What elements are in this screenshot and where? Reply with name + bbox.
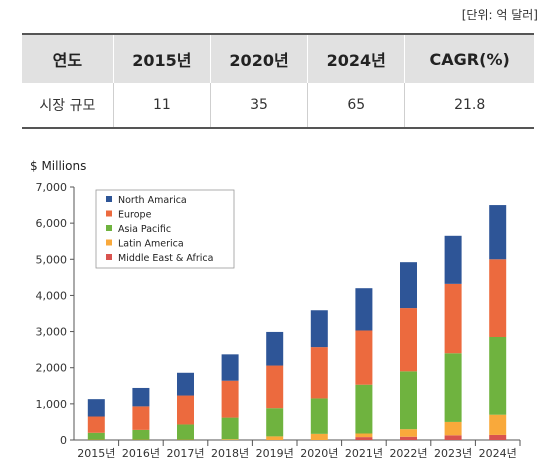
legend-swatch <box>106 196 112 202</box>
bar-segment-asia-pacific <box>132 429 150 440</box>
bar-segment-europe <box>400 308 417 372</box>
legend-label: Latin America <box>118 239 184 250</box>
unit-note: [단위: 억 달러] <box>461 8 538 22</box>
bar-segment-europe <box>132 406 150 430</box>
bar-segment-north-amarica <box>444 235 462 284</box>
row-label: 시장 규모 <box>22 83 114 129</box>
stacked-bar-chart: $ Millions 0 1,000 2,000 3,000 4,000 5,000 6,00… <box>30 159 521 460</box>
bar-segment-north-amarica <box>266 331 284 366</box>
table-row: 시장 규모 11 35 65 21.8 <box>22 83 534 129</box>
bar-segment-north-amarica <box>221 354 239 381</box>
bar-segment-north-amarica <box>310 310 328 348</box>
bar-segment-latin-america <box>489 414 507 435</box>
bar-segment-north-amarica <box>489 205 507 260</box>
bar-segment-middle-east-africa <box>355 437 373 440</box>
bar-segment-asia-pacific <box>266 408 284 437</box>
x-tick-label: 2022년 <box>389 447 427 460</box>
bar-segment-latin-america <box>444 421 462 436</box>
header-2020: 2020년 <box>209 33 308 83</box>
bar-segment-europe <box>266 365 284 409</box>
y-tick-label: 4,000 <box>36 289 68 302</box>
bar-segment-north-amarica <box>177 372 194 396</box>
cell-2020: 35 <box>209 83 308 129</box>
bar-segment-north-amarica <box>355 288 373 331</box>
legend-label: Asia Pacific <box>118 224 171 235</box>
bar-segment-asia-pacific <box>177 424 194 440</box>
x-tick-label: 2019년 <box>256 447 294 460</box>
y-tick-label: 6,000 <box>36 217 68 230</box>
bar-segment-europe <box>177 395 194 425</box>
table-header-row: 연도 2015년 2020년 2024년 CAGR(%) <box>22 33 534 83</box>
bar-segment-asia-pacific <box>87 432 105 440</box>
bar-segment-latin-america <box>266 436 284 440</box>
bar-segment-latin-america <box>221 439 239 440</box>
legend-label: Europe <box>118 210 152 221</box>
y-tick-label: 2,000 <box>36 362 68 375</box>
cell-cagr: 21.8 <box>404 83 534 129</box>
bar-segment-asia-pacific <box>355 384 373 434</box>
bar-segment-north-amarica <box>132 387 150 407</box>
cell-2024: 65 <box>307 83 405 129</box>
header-2024: 2024년 <box>307 33 405 83</box>
bar-segment-middle-east-africa <box>444 435 462 440</box>
x-tick-label: 2021년 <box>345 447 383 460</box>
x-tick-label: 2018년 <box>211 447 249 460</box>
legend-swatch <box>106 239 112 246</box>
bar-segment-latin-america <box>355 433 373 438</box>
y-tick-label: 5,000 <box>36 253 68 266</box>
bar-segment-europe <box>310 347 328 399</box>
bar-segment-north-amarica <box>400 262 417 309</box>
bar-segment-europe <box>221 380 239 418</box>
x-tick-label: 2020년 <box>300 447 338 460</box>
y-tick-label: 0 <box>60 434 67 447</box>
y-axis-label: $ Millions <box>30 159 86 173</box>
x-tick-label: 2017년 <box>166 447 204 460</box>
bar-segment-north-amarica <box>87 399 105 417</box>
bar-segment-asia-pacific <box>489 336 507 415</box>
bar-segment-asia-pacific <box>221 417 239 440</box>
bar-segment-asia-pacific <box>444 353 462 422</box>
y-tick-label: 7,000 <box>36 181 68 194</box>
legend-swatch <box>106 210 112 217</box>
legend-box <box>95 189 235 269</box>
cell-2015: 11 <box>112 83 211 129</box>
x-tick-label: 2023년 <box>434 447 472 460</box>
header-year: 연도 <box>22 33 114 83</box>
header-2015: 2015년 <box>112 33 211 83</box>
x-tick-label: 2024년 <box>479 447 517 460</box>
y-tick-label: 1,000 <box>36 398 68 411</box>
x-tick-label: 2016년 <box>122 447 160 460</box>
legend-swatch <box>106 254 112 260</box>
bar-segment-europe <box>355 330 373 385</box>
header-cagr: CAGR(%) <box>404 33 534 83</box>
bar-segment-latin-america <box>310 433 328 440</box>
bar-segment-europe <box>489 259 507 337</box>
legend-label: Middle East & Africa <box>118 253 213 264</box>
bar-segment-asia-pacific <box>400 371 417 430</box>
bar-segment-europe <box>444 283 462 354</box>
legend-label: North Amarica <box>118 195 187 206</box>
bar-segment-latin-america <box>400 429 417 437</box>
market-size-table: 연도 2015년 2020년 2024년 CAGR(%) 시장 규모 11 35… <box>22 33 534 129</box>
bar-segment-middle-east-africa <box>400 436 417 440</box>
bar-segment-middle-east-africa <box>489 434 507 440</box>
bar-segment-asia-pacific <box>310 398 328 434</box>
legend-swatch <box>106 225 112 231</box>
y-tick-label: 3,000 <box>36 326 68 339</box>
bar-segment-europe <box>87 416 105 433</box>
x-tick-label: 2015년 <box>77 447 115 460</box>
